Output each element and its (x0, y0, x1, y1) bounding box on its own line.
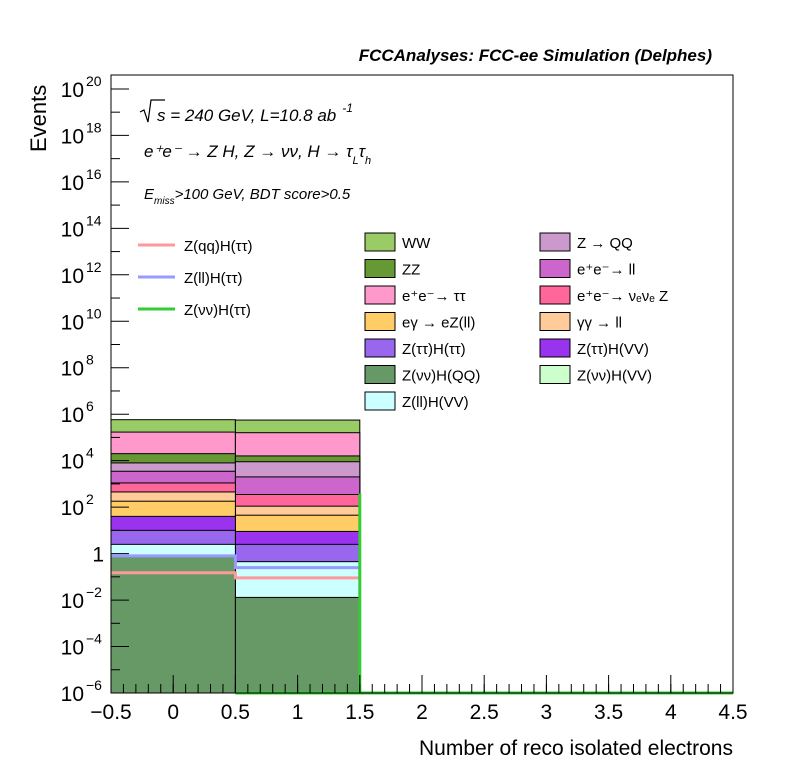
cut-annotation: Emiss>100 GeV, BDT score>0.5 (144, 186, 351, 207)
legend: Z(qq)H(ττ) Z(ll)H(ττ) Z(νν)H(ττ) WW Z → QQ ZZ… (138, 232, 668, 411)
y-tick-label: 10 (61, 125, 84, 148)
y-tick-label: 10 (61, 265, 84, 288)
x-tick-label: 0.5 (221, 701, 250, 724)
y-tick-label: 10 (61, 497, 84, 520)
x-tick-label: 1.5 (345, 701, 374, 724)
x-tick-label: 0 (167, 701, 179, 724)
legend-box-swatch (364, 338, 396, 358)
y-tick-exponent: 18 (86, 119, 102, 135)
y-tick-label: 10 (61, 590, 84, 613)
y-tick-exponent: 10 (86, 305, 102, 321)
y-tick-label: 10 (61, 311, 84, 334)
x-tick-label: 1 (292, 701, 304, 724)
y-tick-label: 1 (92, 544, 104, 567)
y-tick-exponent: 12 (86, 259, 102, 275)
y-tick-exponent: 8 (86, 352, 94, 368)
x-tick-label: 3.5 (594, 701, 623, 724)
legend-line-label: Z(νν)H(ττ) (184, 302, 251, 319)
legend-box-swatch (539, 232, 571, 252)
legend-box-label: Z(ττ)H(VV) (577, 341, 649, 358)
legend-box-swatch (539, 365, 571, 384)
legend-box-label: WW (402, 235, 431, 252)
legend-box-swatch (539, 259, 571, 278)
legend-box-swatch (364, 232, 396, 252)
legend-box-swatch (364, 365, 396, 384)
stack-layer (110, 419, 361, 694)
legend-box-swatch (539, 285, 571, 305)
legend-box-label: Z → QQ (577, 235, 633, 252)
y-tick-exponent: 14 (86, 212, 102, 228)
annotations: s = 240 GeV, L=10.8 ab -1 e⁺e⁻ → Z H, Z →… (139, 99, 371, 207)
y-tick-label: 10 (61, 683, 84, 706)
legend-box-swatch (364, 312, 396, 331)
x-tick-label: 2 (416, 701, 428, 724)
legend-box-label: e⁺e⁻→ νₑνₑ Z (577, 288, 668, 305)
legend-box-label: e⁺e⁻→ ll (577, 262, 635, 279)
y-tick-label: 10 (61, 404, 84, 427)
process-annotation: e⁺e⁻ → Z H, Z → νν, H → τLτh (144, 142, 371, 167)
x-tick-label: 3 (541, 701, 553, 724)
legend-box-label: Z(ττ)H(ττ) (402, 341, 466, 358)
energy-annotation: s = 240 GeV, L=10.8 ab -1 (139, 99, 353, 125)
stack-bar-0-bin-0 (110, 555, 236, 694)
x-axis-label: Number of reco isolated electrons (419, 737, 733, 760)
y-tick-label: 10 (61, 358, 84, 381)
legend-box-label: Z(ll)H(VV) (402, 394, 469, 411)
y-axis-label: Events (26, 85, 51, 152)
x-tick-label: −0.5 (90, 701, 131, 724)
legend-box-label: eγ → eZ(ll) (402, 315, 475, 332)
y-tick-exponent: −6 (86, 677, 102, 693)
x-tick-label: 4.5 (718, 701, 747, 724)
legend-box-swatch (364, 259, 396, 278)
y-tick-label: 10 (61, 172, 84, 195)
y-tick-exponent: 6 (86, 398, 94, 414)
legend-line-label: Z(qq)H(ττ) (184, 238, 253, 255)
signal-line-1 (111, 554, 360, 570)
legend-line-label: Z(ll)H(ττ) (184, 270, 243, 287)
energy-text: s = 240 GeV, L=10.8 ab (157, 106, 336, 125)
x-tick-label: 2.5 (470, 701, 499, 724)
chart-title: FCCAnalyses: FCC-ee Simulation (Delphes) (359, 46, 713, 65)
y-tick-exponent: −4 (86, 631, 102, 647)
svg-text:s = 240 GeV, L=10.8 ab-1: s = 240 GeV, L=10.8 ab -1 (157, 101, 353, 125)
legend-box-swatch (539, 338, 571, 358)
legend-box-swatch (364, 391, 396, 411)
legend-box-label: γγ → ll (577, 315, 622, 332)
legend-box-swatch (539, 312, 571, 331)
sqrt-icon (139, 99, 165, 123)
x-tick-label: 4 (665, 701, 677, 724)
y-tick-exponent: 16 (86, 166, 102, 182)
signal-line-0 (111, 571, 360, 580)
energy-exp: -1 (342, 101, 353, 115)
legend-box-swatch (364, 285, 396, 305)
y-tick-exponent: 20 (86, 73, 102, 89)
y-tick-exponent: 2 (86, 491, 94, 507)
y-tick-exponent: 4 (86, 445, 94, 461)
y-tick-label: 10 (61, 79, 84, 102)
legend-box-label: Z(νν)H(VV) (577, 368, 652, 385)
y-tick-label: 10 (61, 637, 84, 660)
y-tick-exponent: −2 (86, 584, 102, 600)
legend-box-label: e⁺e⁻→ ττ (402, 288, 466, 305)
legend-box-label: ZZ (402, 262, 420, 279)
y-tick-label: 10 (61, 451, 84, 474)
legend-box-label: Z(νν)H(QQ) (402, 368, 480, 385)
y-tick-label: 10 (61, 218, 84, 241)
